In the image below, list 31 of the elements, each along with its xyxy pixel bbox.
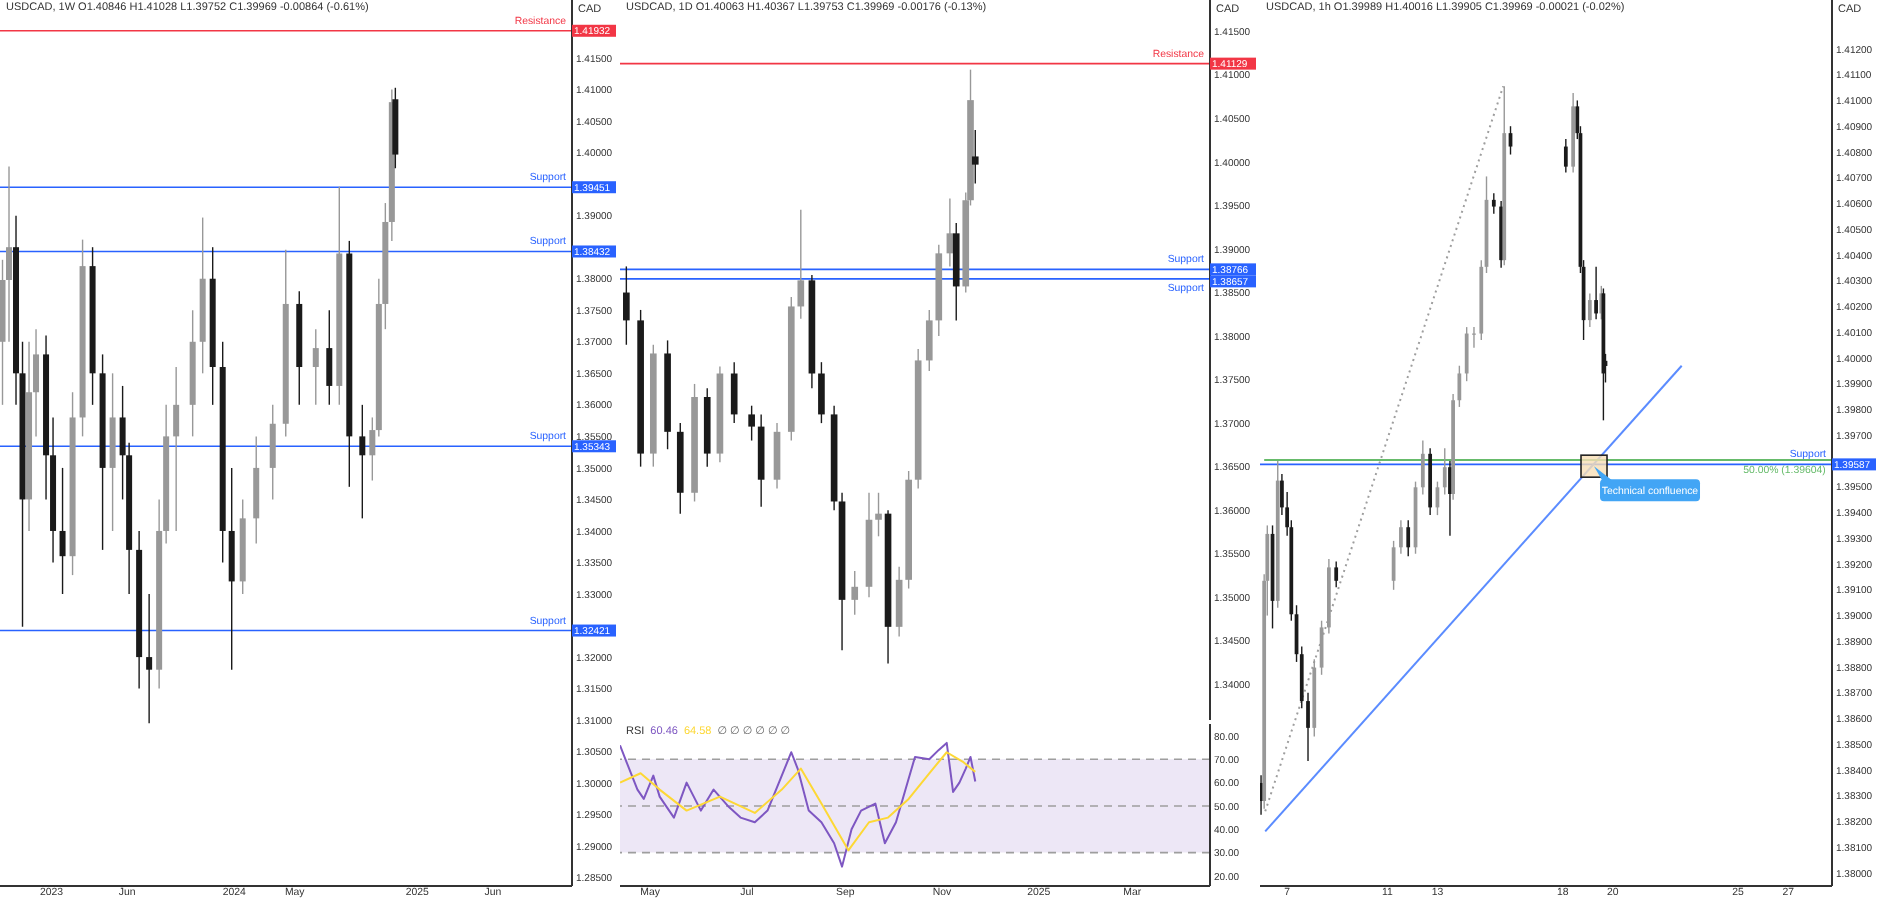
candlestick — [946, 197, 954, 268]
line-series — [620, 751, 977, 852]
candlestick — [1491, 192, 1496, 215]
candlestick — [623, 265, 630, 346]
candlestick — [173, 366, 180, 532]
candlestick — [748, 405, 755, 442]
candlestick — [730, 361, 738, 424]
candlestick — [1399, 519, 1403, 555]
candlestick — [1563, 138, 1568, 174]
candlestick — [1406, 519, 1411, 558]
candlestick — [1334, 560, 1339, 588]
candlestick — [875, 492, 882, 537]
candlestick — [1587, 292, 1592, 328]
candlestick — [773, 422, 781, 490]
candlestick — [818, 361, 825, 424]
line-series — [620, 741, 977, 868]
candlestick — [1594, 266, 1598, 321]
candlestick — [359, 404, 366, 520]
candlestick — [1442, 447, 1447, 496]
candlestick — [146, 593, 153, 724]
candlestick — [326, 309, 333, 406]
candlestick — [925, 309, 933, 372]
candlestick — [851, 570, 859, 616]
candlestick — [1464, 326, 1469, 382]
candlestick — [269, 404, 276, 501]
candlestick — [895, 566, 903, 638]
candlestick — [59, 467, 66, 595]
candlestick — [971, 129, 979, 185]
candlestick — [312, 328, 319, 406]
candlestick — [1420, 439, 1425, 496]
candlestick — [797, 209, 805, 320]
